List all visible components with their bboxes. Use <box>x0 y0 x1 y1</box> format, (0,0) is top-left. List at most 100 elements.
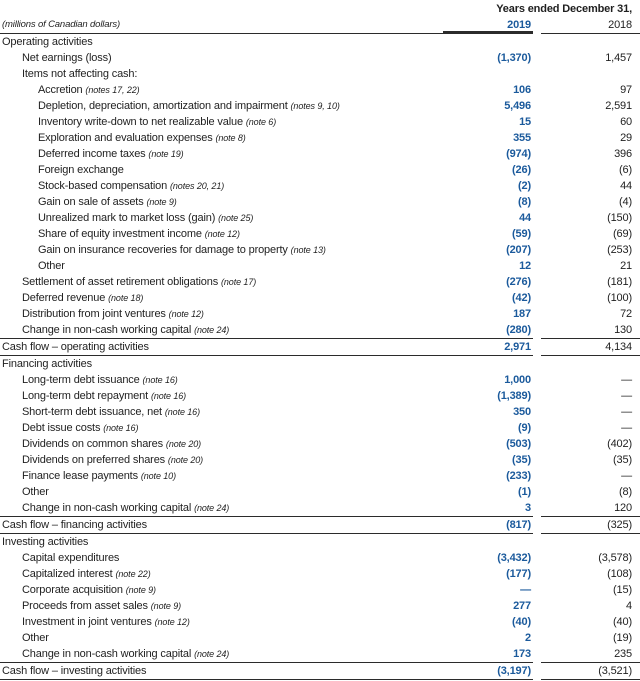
value-2018: 235 <box>614 648 632 660</box>
row-left: Change in non-cash working capital (note… <box>0 500 533 516</box>
row-label: Financing activities <box>0 356 443 372</box>
row-label-text: Items not affecting cash: <box>22 68 138 80</box>
row-left: Items not affecting cash: <box>0 66 533 82</box>
value-2019: (280) <box>506 324 531 336</box>
row-label-text: Change in non-cash working capital <box>22 324 192 336</box>
row-note-reference: (note 13) <box>290 245 326 255</box>
table-row: Proceeds from asset sales (note 9) 277 4 <box>0 598 640 614</box>
row-note-reference: (note 6) <box>245 117 277 127</box>
row-label: Stock-based compensation (notes 20, 21) <box>0 178 443 194</box>
value-2019: (40) <box>512 616 531 628</box>
table-row: Other 2 (19) <box>0 630 640 646</box>
row-note-reference: (note 9) <box>146 197 177 207</box>
row-note-reference: (note 9) <box>125 585 156 595</box>
table-row: Long-term debt issuance (note 16) 1,000 — <box>0 372 640 388</box>
row-note-reference: (note 24) <box>194 503 230 513</box>
value-2019: 173 <box>513 648 531 660</box>
row-label: Other <box>0 630 443 646</box>
row-left: Long-term debt issuance (note 16) 1,000 <box>0 372 533 388</box>
value-2018: 4 <box>626 600 632 612</box>
row-label: Exploration and evaluation expenses (not… <box>0 130 443 146</box>
row-label-text: Cash flow – financing activities <box>2 519 147 531</box>
value-2019: 44 <box>519 212 531 224</box>
table-row: Gain on insurance recoveries for damage … <box>0 242 640 258</box>
value-2018: 29 <box>620 132 632 144</box>
value-2019: (974) <box>506 148 531 160</box>
row-label: Cash flow – investing activities <box>0 663 443 679</box>
value-2019: (276) <box>506 276 531 288</box>
row-label: Corporate acquisition (note 9) <box>0 582 443 598</box>
value-2019: (1) <box>518 486 531 498</box>
row-label: Change in non-cash working capital (note… <box>0 322 443 338</box>
value-2018: — <box>621 374 632 386</box>
row-label: Long-term debt repayment (note 16) <box>0 388 443 404</box>
row-note-reference: (note 9) <box>150 601 181 611</box>
row-note-reference: (note 18) <box>108 293 144 303</box>
value-2019 <box>443 356 533 372</box>
row-left: Cash flow – investing activities (3,197) <box>0 662 533 680</box>
row-label: Other <box>0 484 443 500</box>
value-2019: 277 <box>513 600 531 612</box>
row-label-text: Exploration and evaluation expenses <box>38 132 213 144</box>
row-label-text: Long-term debt repayment <box>22 390 149 402</box>
column-header-2018: 2018 <box>541 17 640 34</box>
row-left: Short-term debt issuance, net (note 16) 3… <box>0 404 533 420</box>
value-2018 <box>541 534 640 550</box>
table-row: Unrealized mark to market loss (gain) (n… <box>0 210 640 226</box>
value-2018: 130 <box>614 324 632 336</box>
period-header: Years ended December 31, <box>496 3 632 15</box>
row-left: Operating activities <box>0 34 533 50</box>
value-2018: 44 <box>620 180 632 192</box>
row-label: Inventory write-down to net realizable v… <box>0 114 443 130</box>
row-label: Depletion, depreciation, amortization an… <box>0 98 443 114</box>
value-2019: (233) <box>506 470 531 482</box>
table-row: Depletion, depreciation, amortization an… <box>0 98 640 114</box>
row-note-reference: (note 24) <box>194 325 230 335</box>
value-2018: (69) <box>613 228 632 240</box>
row-note-reference: (note 20) <box>167 455 204 465</box>
row-label-text: Net earnings (loss) <box>22 52 112 64</box>
value-2019: (8) <box>518 196 531 208</box>
row-label: Proceeds from asset sales (note 9) <box>0 598 443 614</box>
value-2019: (177) <box>506 568 531 580</box>
value-2019: 2 <box>525 632 531 644</box>
row-left: Proceeds from asset sales (note 9) 277 <box>0 598 533 614</box>
row-label: Change in non-cash working capital (note… <box>0 500 443 516</box>
row-note-reference: (note 12) <box>168 309 204 319</box>
row-label: Share of equity investment income (note … <box>0 226 443 242</box>
value-2019: (207) <box>506 244 531 256</box>
row-label: Operating activities <box>0 34 443 50</box>
row-note-reference: (note 10) <box>140 471 176 481</box>
value-2018: 4,134 <box>541 338 640 356</box>
table-row: Dividends on preferred shares (note 20) (… <box>0 452 640 468</box>
table-row: Distribution from joint ventures (note 1… <box>0 306 640 322</box>
value-2018: (108) <box>607 568 632 580</box>
value-2018: (35) <box>613 454 632 466</box>
row-label: Investment in joint ventures (note 12) <box>0 614 443 630</box>
row-left: Settlement of asset retirement obligatio… <box>0 274 533 290</box>
row-left: Stock-based compensation (notes 20, 21)(… <box>0 178 533 194</box>
value-2019: 5,496 <box>504 100 531 112</box>
value-2019: 106 <box>513 84 531 96</box>
value-2018: (40) <box>613 616 632 628</box>
row-note-reference: (note 12) <box>204 229 240 239</box>
row-note-reference: (note 20) <box>165 439 202 449</box>
value-2019: (35) <box>512 454 531 466</box>
value-2018: 21 <box>620 260 632 272</box>
row-label: Settlement of asset retirement obligatio… <box>0 274 443 290</box>
row-left: Net earnings (loss) (1,370) <box>0 50 533 66</box>
row-left: Distribution from joint ventures (note 1… <box>0 306 533 322</box>
value-2019: 187 <box>513 308 531 320</box>
table-row: Inventory write-down to net realizable v… <box>0 114 640 130</box>
row-label: Gain on insurance recoveries for damage … <box>0 242 443 258</box>
value-2019: 12 <box>519 260 531 272</box>
value-2018: (19) <box>613 632 632 644</box>
row-left: Long-term debt repayment (note 16) (1,389… <box>0 388 533 404</box>
value-2019: 1,000 <box>504 374 531 386</box>
value-2019: (59) <box>512 228 531 240</box>
row-left: Accretion (notes 17, 22) 106 <box>0 82 533 98</box>
row-label-text: Dividends on preferred shares <box>22 454 166 466</box>
row-label-text: Corporate acquisition <box>22 584 123 596</box>
value-2019 <box>443 534 533 550</box>
row-left: Depletion, depreciation, amortization an… <box>0 98 533 114</box>
